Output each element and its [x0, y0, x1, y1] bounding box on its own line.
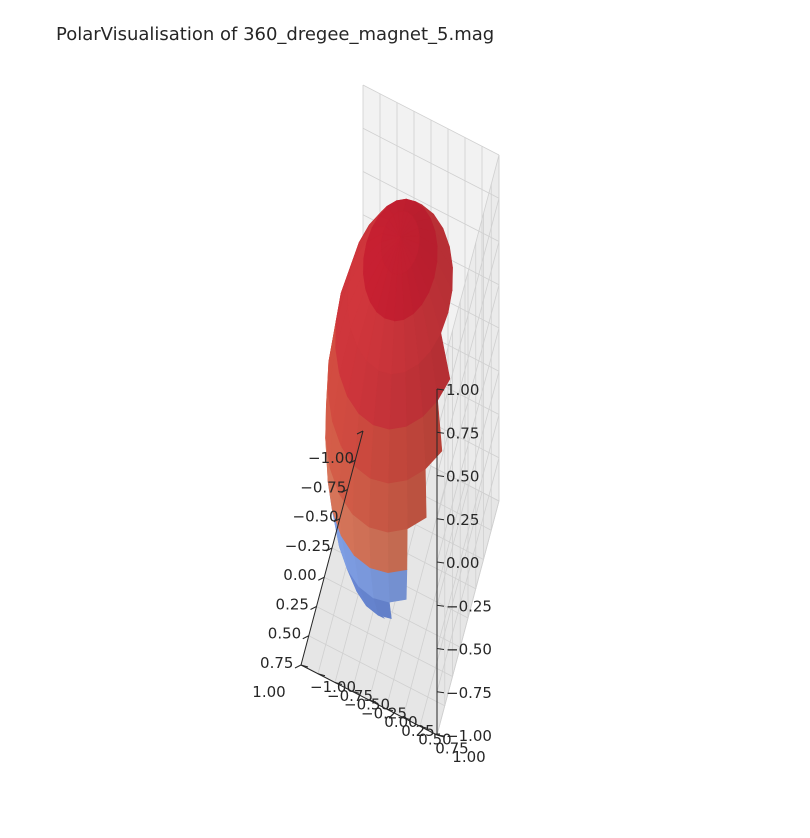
y-tick-mark [317, 673, 326, 677]
y-tick-label: −1.00 [310, 678, 356, 696]
sphere-face [388, 371, 407, 430]
y-tick-mark [334, 682, 343, 685]
x-tick-label: −0.50 [293, 508, 339, 526]
x-tick-label: 0.50 [268, 625, 301, 643]
y-tick-label: −0.25 [361, 704, 407, 722]
x-tick-mark [318, 576, 325, 581]
x-tick-mark [294, 664, 302, 669]
grid-line [436, 284, 500, 519]
y-tick-mark [419, 725, 428, 729]
z-axis-ticks: −1.00 −0.75 −0.50 −0.25 0.00 0.25 0.50 0.75 1.00 [436, 381, 492, 745]
sphere-face [387, 528, 408, 574]
sphere-face [387, 479, 408, 533]
grid-line [436, 198, 500, 433]
x-tick-label: −1.00 [308, 449, 354, 467]
z-tick-mark [436, 518, 445, 521]
y-tick-label: 1.00 [452, 748, 485, 766]
x-tick-label: 0.75 [260, 654, 293, 672]
x-tick-label: 1.00 [252, 683, 285, 701]
z-tick-mark [436, 475, 445, 477]
y-tick-mark [368, 699, 377, 703]
x-tick-mark [325, 547, 333, 552]
y-tick-mark [300, 664, 309, 668]
x-tick-mark [302, 635, 309, 640]
x-axis-ticks: −1.00 −0.75 −0.50 −0.25 0.00 0.25 0.50 0.75 1.00 [252, 430, 364, 701]
grid-line [316, 606, 453, 677]
grid-line [436, 154, 500, 390]
y-tick-label: 0.75 [435, 739, 468, 757]
z-tick-mark [436, 648, 445, 650]
z-tick-mark [436, 734, 445, 737]
grid-line [385, 474, 449, 709]
y-tick-label: 0.25 [401, 722, 434, 740]
y-tick-label: −0.50 [344, 696, 390, 714]
y-tick-label: 0.50 [418, 731, 451, 749]
y-tick-mark [385, 708, 394, 712]
z-tick-label: −1.00 [446, 727, 492, 745]
z-tick-mark [436, 431, 445, 434]
z-tick-mark [436, 691, 445, 694]
grid-line [324, 576, 461, 648]
grid-line [308, 635, 445, 707]
z-tick-label: 1.00 [446, 381, 479, 399]
sphere-face [387, 426, 408, 484]
grid-line [362, 171, 500, 242]
x-tick-label: −0.25 [285, 537, 331, 555]
z-tick-label: −0.75 [446, 684, 492, 702]
grid-line [402, 483, 466, 718]
y-tick-mark [351, 690, 360, 694]
x-tick-mark [349, 459, 356, 464]
grid-line [436, 500, 500, 736]
z-tick-label: −0.50 [446, 641, 492, 659]
x-tick-label: −0.75 [300, 478, 346, 496]
grid-line [436, 241, 500, 476]
grid-line [419, 492, 483, 727]
y-tick-mark [402, 717, 411, 720]
y-axis-ticks: −1.00−0.75−0.50−0.250.000.250.500.751.00 [300, 664, 486, 766]
z-tick-label: 0.50 [446, 468, 479, 486]
sphere-face [335, 285, 349, 348]
sphere-face [368, 477, 389, 533]
x-tick-mark [310, 606, 317, 610]
grid-line [362, 127, 500, 199]
sphere-face [387, 569, 408, 603]
z-tick-mark [436, 388, 445, 391]
x-tick-label: 0.00 [283, 566, 316, 584]
z-tick-label: −0.25 [446, 597, 492, 615]
grid-line [362, 84, 500, 156]
sphere-face [405, 416, 426, 481]
sphere-face [368, 526, 389, 574]
y-tick-label: 0.00 [384, 713, 417, 731]
x-tick-mark [356, 430, 364, 435]
x-tick-mark [341, 489, 348, 493]
chart-title: PolarVisualisation of 360_dregee_magnet_… [56, 24, 494, 45]
y-tick-label: −0.75 [327, 687, 373, 705]
z-tick-mark [436, 561, 445, 564]
grid-line [436, 327, 500, 563]
z-tick-mark [436, 604, 445, 607]
sphere-surface [325, 198, 453, 620]
x-tick-label: 0.25 [276, 595, 309, 613]
z-tick-label: 0.25 [446, 511, 479, 529]
z-tick-label: 0.00 [446, 554, 479, 572]
z-tick-label: 0.75 [446, 424, 479, 442]
x-tick-mark [333, 518, 340, 523]
